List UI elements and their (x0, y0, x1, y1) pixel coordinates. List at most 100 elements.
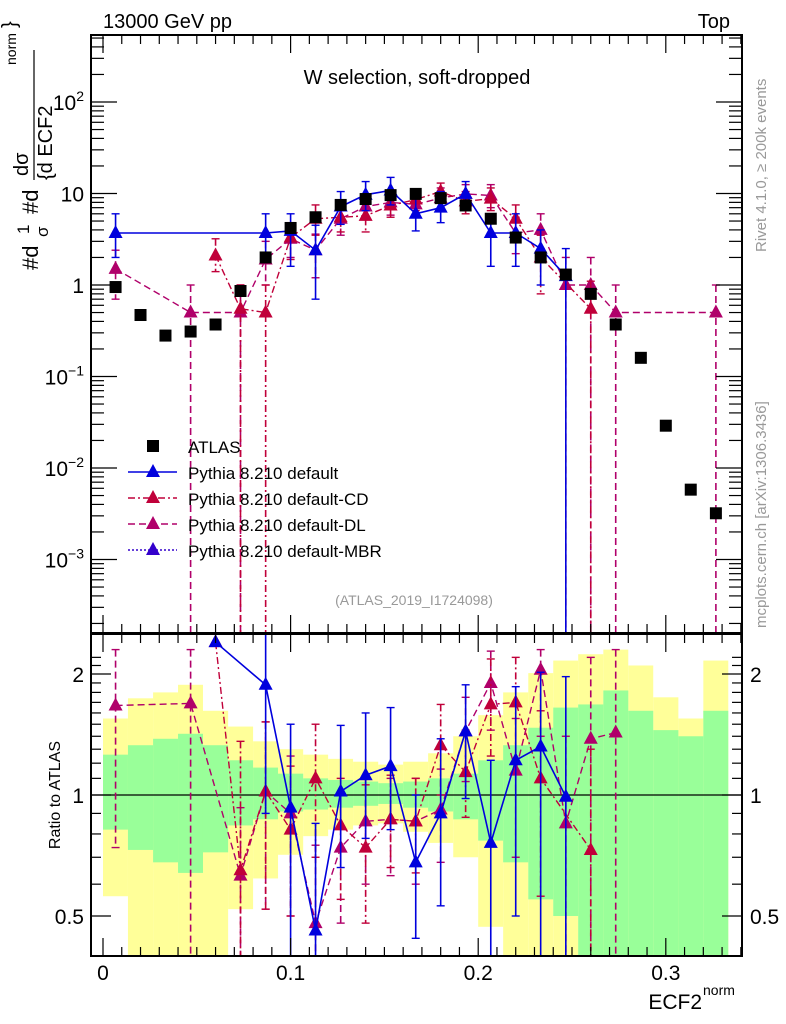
ylabel-frac1-den: σ (33, 226, 52, 237)
ratio-point-default (283, 799, 298, 813)
legend-marker-triangle (146, 516, 160, 529)
ratio-point-default (483, 834, 498, 848)
axis-ticks (91, 35, 742, 956)
legend-marker-triangle (146, 490, 160, 503)
header-right: Top (698, 11, 730, 33)
main-point-atlas (584, 287, 597, 300)
ratio-ytick-label: 1 (72, 785, 84, 808)
main-point-atlas (534, 251, 547, 264)
main-point-atlas (509, 231, 522, 244)
main-point-atlas (209, 318, 222, 331)
main-point-atlas (334, 198, 347, 211)
main-ytick-label: 10−2 (45, 454, 85, 481)
main-point-atlas (659, 419, 672, 432)
band-inner-bin (678, 736, 704, 955)
legend-entry-mbr: Pythia 8.210 default-MBR (128, 542, 382, 561)
ratio-point-default (308, 922, 323, 936)
xtick-label: 0.2 (464, 962, 493, 985)
ylabel-prefix1: #d (18, 246, 43, 270)
ratio-point-cd (308, 770, 323, 784)
ratio-point-default (558, 788, 573, 802)
main-point-atlas (384, 189, 397, 202)
ratio-point-dl (583, 730, 598, 744)
xtick-label: 0.3 (651, 962, 680, 985)
legend-label: Pythia 8.210 default (188, 464, 339, 483)
ratio-series-group (108, 634, 623, 956)
ratio-point-default (433, 805, 448, 819)
ratio-point-default (508, 752, 523, 766)
main-point-atlas (409, 187, 422, 200)
main-point-default (483, 225, 498, 239)
legend-label: Pythia 8.210 default-CD (188, 490, 369, 509)
ratio-ytick-label-right: 2 (750, 664, 762, 687)
band-inner-bin (703, 710, 729, 955)
mcplots-label: mcplots.cern.ch [arXiv:1306.3436] (753, 401, 770, 628)
ratio-point-cd (358, 839, 373, 853)
main-point-atlas (134, 309, 147, 322)
xtick-label: 0 (97, 962, 109, 985)
main-ytick-label: 10−1 (45, 363, 85, 390)
x-axis-label: ECF2 (648, 991, 702, 1014)
ratio-point-default (258, 676, 273, 690)
legend-label: Pythia 8.210 default-DL (188, 516, 366, 535)
ratio-point-dl (108, 697, 123, 711)
band-inner-bin (153, 738, 179, 863)
ratio-point-dl (533, 661, 548, 675)
legend-entry-default: Pythia 8.210 default (128, 464, 339, 483)
legend-label: ATLAS (188, 438, 241, 457)
main-series-group (108, 176, 723, 633)
band-inner-bin (653, 730, 679, 955)
legend-marker-triangle (146, 542, 160, 555)
main-point-cd (583, 300, 598, 314)
ratio-point-default (358, 767, 373, 781)
ratio-point-default (408, 854, 423, 868)
main-point-default (433, 199, 448, 213)
legend-marker-square (147, 440, 159, 452)
main-ytick-label: 10 (61, 184, 84, 207)
main-point-atlas (559, 268, 572, 281)
ratio-point-default (383, 758, 398, 772)
x-axis-label-sup: norm (703, 982, 735, 998)
main-point-cd (358, 207, 373, 221)
ylabel-frac2-num: dσ (11, 152, 33, 176)
ratio-point-dl (183, 695, 198, 709)
main-ytick-label: 102 (53, 88, 84, 115)
ratio-ytick-label-right: 1 (750, 785, 762, 808)
main-point-dl (608, 304, 623, 318)
y-axis-label-main: #d 1 σ #d dσ {d ECF2 norm } (0, 21, 57, 270)
main-point-atlas (234, 284, 247, 297)
main-point-cd (258, 304, 273, 318)
main-point-atlas (309, 211, 322, 224)
legend-entry-atlas: ATLAS (147, 438, 241, 457)
ylabel-prefix2: #d (18, 190, 43, 214)
ratio-point-default (333, 783, 348, 797)
main-ytick-label: 10−3 (45, 546, 85, 573)
main-point-default (533, 240, 548, 254)
main-point-dl (708, 304, 723, 318)
ratio-ytick-label: 0.5 (55, 906, 84, 929)
main-point-default (458, 185, 473, 199)
legend-entry-cd: Pythia 8.210 default-CD (128, 490, 369, 509)
main-point-atlas (709, 507, 722, 520)
ratio-ytick-label-right: 0.5 (750, 906, 779, 929)
legend-entry-dl: Pythia 8.210 default-DL (128, 516, 366, 535)
plot-title: W selection, soft-dropped (304, 67, 531, 89)
main-point-atlas (609, 318, 622, 331)
ratio-point-default (458, 723, 473, 737)
main-point-default (408, 205, 423, 219)
ylabel-frac1-num: 1 (14, 225, 33, 234)
rivet-label: Rivet 4.1.0, ≥ 200k events (753, 79, 770, 252)
main-point-atlas (109, 281, 122, 294)
main-point-dl (108, 260, 123, 274)
main-point-atlas (159, 329, 172, 342)
main-point-cd (208, 247, 223, 261)
ratio-point-default (533, 738, 548, 752)
main-ytick-label: 1 (72, 275, 84, 298)
ylabel-brace: } (0, 21, 21, 28)
y-axis-label-ratio: Ratio to ATLAS (47, 741, 64, 849)
main-point-atlas (284, 221, 297, 234)
main-point-atlas (484, 212, 497, 225)
analysis-watermark: (ATLAS_2019_I1724098) (335, 592, 493, 608)
ratio-point-dl (608, 724, 623, 738)
